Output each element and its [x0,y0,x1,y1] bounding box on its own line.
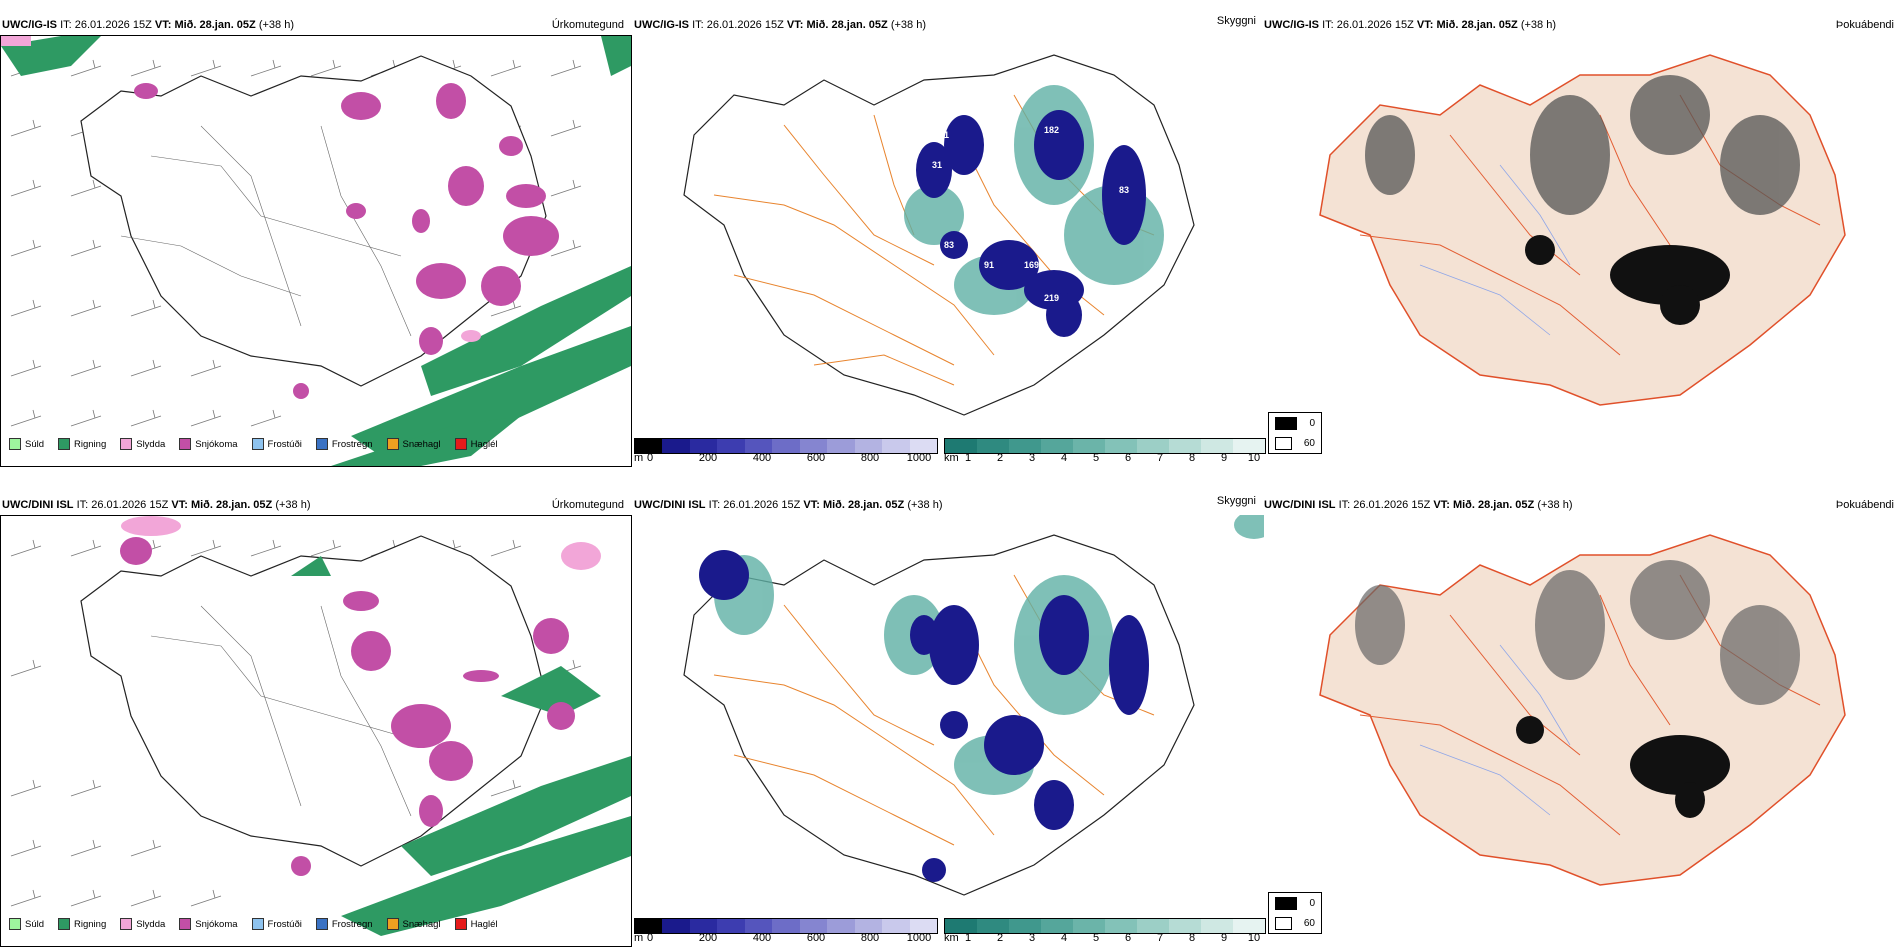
fog-swatch-white [1275,436,1292,450]
legend-item-hail: Haglél [454,438,498,450]
fog-header-top: UWC/IG-IS IT: 26.01.2026 15Z VT: Mið. 28… [1264,15,1898,35]
visibility-colorbar-bottom [944,918,1266,934]
visibility-map-top: 51 182 31 83 91 169 219 83 [634,35,1264,435]
iceland-outline-fog [1319,54,1846,406]
snow-swatch [179,438,192,450]
precip-header-top: UWC/IG-IS IT: 26.01.2026 15Z VT: Mið. 28… [2,15,628,35]
fog-gray-areas [1365,75,1800,215]
ceiling-colorbar-top [634,438,938,454]
product-precip-type: Úrkomutegund [551,19,624,31]
sleet-swatch [120,438,133,450]
fog-dark-areas [1525,235,1730,325]
visibility-header-bottom: UWC/DINI ISL IT: 26.01.2026 15Z VT: Mið.… [634,495,1256,511]
graupel-swatch [386,438,399,450]
visibility-header-top: UWC/IG-IS IT: 26.01.2026 15Z VT: Mið. 28… [634,15,1260,35]
legend-item-rain: Rigning [58,438,106,450]
visibility-colorbar-top [944,438,1266,454]
drizzle-swatch [9,438,21,450]
fog-legend-top: 0 60 [1268,412,1322,454]
low-ceiling-areas [916,110,1146,337]
fog-header-bottom: UWC/DINI ISL IT: 26.01.2026 15Z VT: Mið.… [1264,499,1894,511]
precip-map-top: Súld Rigning Slydda Snjókoma Frostúði Fr… [0,35,632,467]
product-precip-type-2: Úrkomutegund [551,499,624,511]
fog-map-bottom [1300,515,1860,915]
product-fog: Þokuábendi [1835,19,1894,31]
legend-item-sleet: Slydda [120,438,165,450]
row-dini-isl: UWC/DINI ISL IT: 26.01.2026 15Z VT: Mið.… [0,480,1900,950]
precip-header-bottom: UWC/DINI ISL IT: 26.01.2026 15Z VT: Mið.… [2,495,628,515]
freezing-drizzle-swatch [251,438,264,450]
rain-areas [1,36,631,466]
row-ig-is: UWC/IG-IS IT: 26.01.2026 15Z VT: Mið. 28… [0,0,1900,470]
precip-map-bottom: Súld Rigning Slydda Snjókoma Frostúði Fr… [0,515,632,947]
legend-item-freezing-drizzle: Frostúði [251,438,302,450]
legend-item-freezing-rain: Frostregn [315,438,373,450]
hail-swatch [454,438,467,450]
fog-map-top [1300,35,1860,435]
ceiling-colorbar-bottom [634,918,938,934]
visibility-map-svg-top [683,54,1195,416]
visibility-map-bottom [634,515,1264,915]
legend-item-graupel: Snæhagl [386,438,441,450]
precip-legend-top: Súld Rigning Slydda Snjókoma Frostúði Fr… [9,438,512,450]
precip-map-svg-bottom [10,516,631,936]
precip-map-svg-top [1,36,631,466]
fog-swatch-black [1275,416,1298,430]
product-visibility: Skyggni [1216,15,1256,27]
snow-areas [134,83,559,399]
rain-swatch [58,438,71,450]
fog-legend-bottom: 0 60 [1268,892,1322,934]
freezing-rain-swatch [315,438,328,450]
legend-item-drizzle: Súld [9,438,44,450]
fog-map-svg-top [1319,54,1846,406]
precip-legend-bottom: Súld Rigning Slydda Snjókoma Frostúði Fr… [9,918,512,930]
legend-item-snow: Snjókoma [179,438,238,450]
